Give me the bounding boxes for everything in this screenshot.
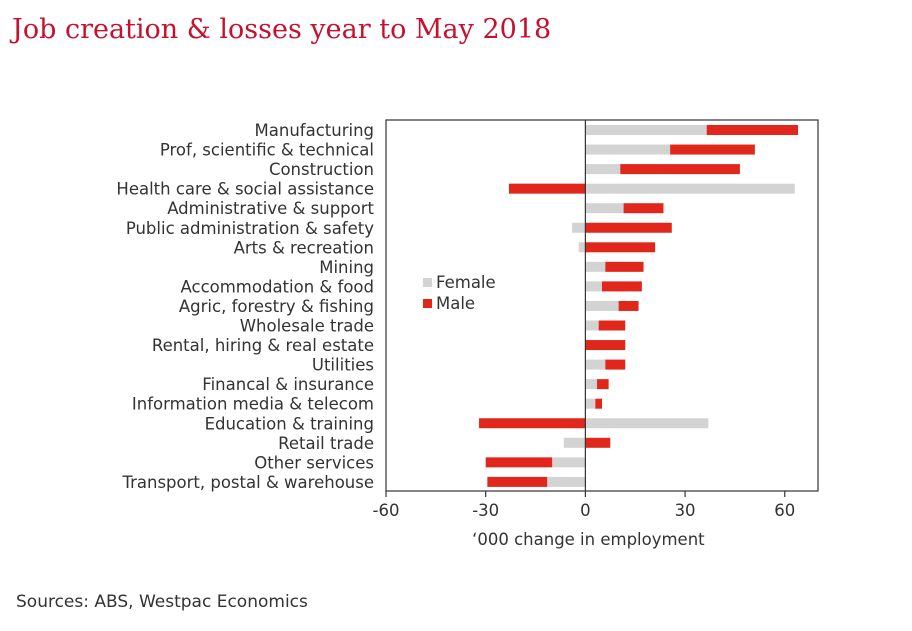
legend-male-swatch	[423, 299, 432, 308]
legend-female-swatch	[423, 278, 432, 287]
bar-female	[585, 203, 624, 214]
legend-female-label: Female	[436, 273, 496, 292]
bar-male	[595, 398, 602, 409]
bar-female	[585, 183, 795, 194]
category-label: Other services	[254, 453, 374, 472]
chart-title: Job creation & losses year to May 2018	[12, 14, 552, 45]
bar-male	[670, 144, 755, 155]
bar-male	[620, 164, 740, 175]
category-label: Public administration & safety	[126, 219, 374, 238]
bar-female	[585, 125, 707, 135]
bar-male	[485, 457, 553, 468]
bar-female	[563, 437, 586, 448]
x-tick-label: 60	[774, 501, 795, 520]
category-label: Accommodation & food	[181, 277, 375, 296]
category-label: Agric, forestry & fishing	[179, 297, 374, 316]
bar-male	[585, 242, 656, 253]
category-label: Manufacturing	[255, 121, 374, 140]
bars-group	[479, 125, 799, 487]
bar-female	[585, 281, 602, 292]
bar-female	[578, 242, 586, 253]
bar-male	[706, 125, 799, 135]
bar-male	[623, 203, 664, 214]
bar-female	[585, 418, 709, 429]
source-note: Sources: ABS, Westpac Economics	[16, 592, 308, 612]
bar-female	[585, 164, 621, 175]
bar-female	[585, 398, 596, 409]
bar-male	[605, 261, 644, 272]
bar-male	[618, 300, 639, 311]
bar-male	[598, 320, 626, 331]
legend-male-label: Male	[436, 294, 475, 313]
bar-male	[585, 340, 626, 351]
category-label: Transport, postal & warehouse	[121, 473, 374, 492]
category-label: Financal & insurance	[202, 375, 374, 394]
bar-male	[585, 437, 611, 448]
bar-male	[479, 418, 586, 429]
bar-female	[585, 261, 606, 272]
category-label: Mining	[319, 258, 374, 277]
x-tick-label: 30	[675, 501, 696, 520]
x-tick-label: -60	[373, 501, 400, 520]
bar-female	[585, 379, 598, 390]
category-label: Education & training	[205, 414, 374, 433]
category-label: Construction	[269, 160, 374, 179]
bar-male	[508, 183, 586, 194]
bar-male	[487, 476, 548, 487]
x-axis-title: ‘000 change in employment	[472, 530, 705, 549]
category-label: Health care & social assistance	[116, 180, 374, 199]
category-label: Administrative & support	[167, 199, 374, 218]
bar-male	[602, 281, 642, 292]
category-label: Wholesale trade	[240, 317, 374, 336]
plot-frame	[385, 119, 819, 492]
x-tick-label: -30	[472, 501, 499, 520]
bar-female	[572, 222, 586, 233]
bar-female	[547, 476, 586, 487]
bar-female	[585, 359, 606, 370]
legend: Female Male	[423, 273, 496, 313]
category-label: Rental, hiring & real estate	[152, 336, 374, 355]
bar-male	[585, 222, 672, 233]
x-axis-ticks: -60 -30 0 30 60	[373, 491, 795, 520]
bar-female	[585, 300, 619, 311]
category-label: Prof, scientific & technical	[160, 141, 374, 160]
category-label: Information media & telecom	[132, 395, 374, 414]
x-tick-label: 0	[580, 501, 591, 520]
category-label: Arts & recreation	[234, 238, 374, 257]
category-label: Retail trade	[278, 434, 374, 453]
bar-male	[605, 359, 626, 370]
bar-female	[585, 144, 671, 155]
category-label: Utilities	[312, 356, 374, 375]
bar-male	[597, 379, 609, 390]
bar-female	[552, 457, 586, 468]
bar-female	[585, 320, 599, 331]
